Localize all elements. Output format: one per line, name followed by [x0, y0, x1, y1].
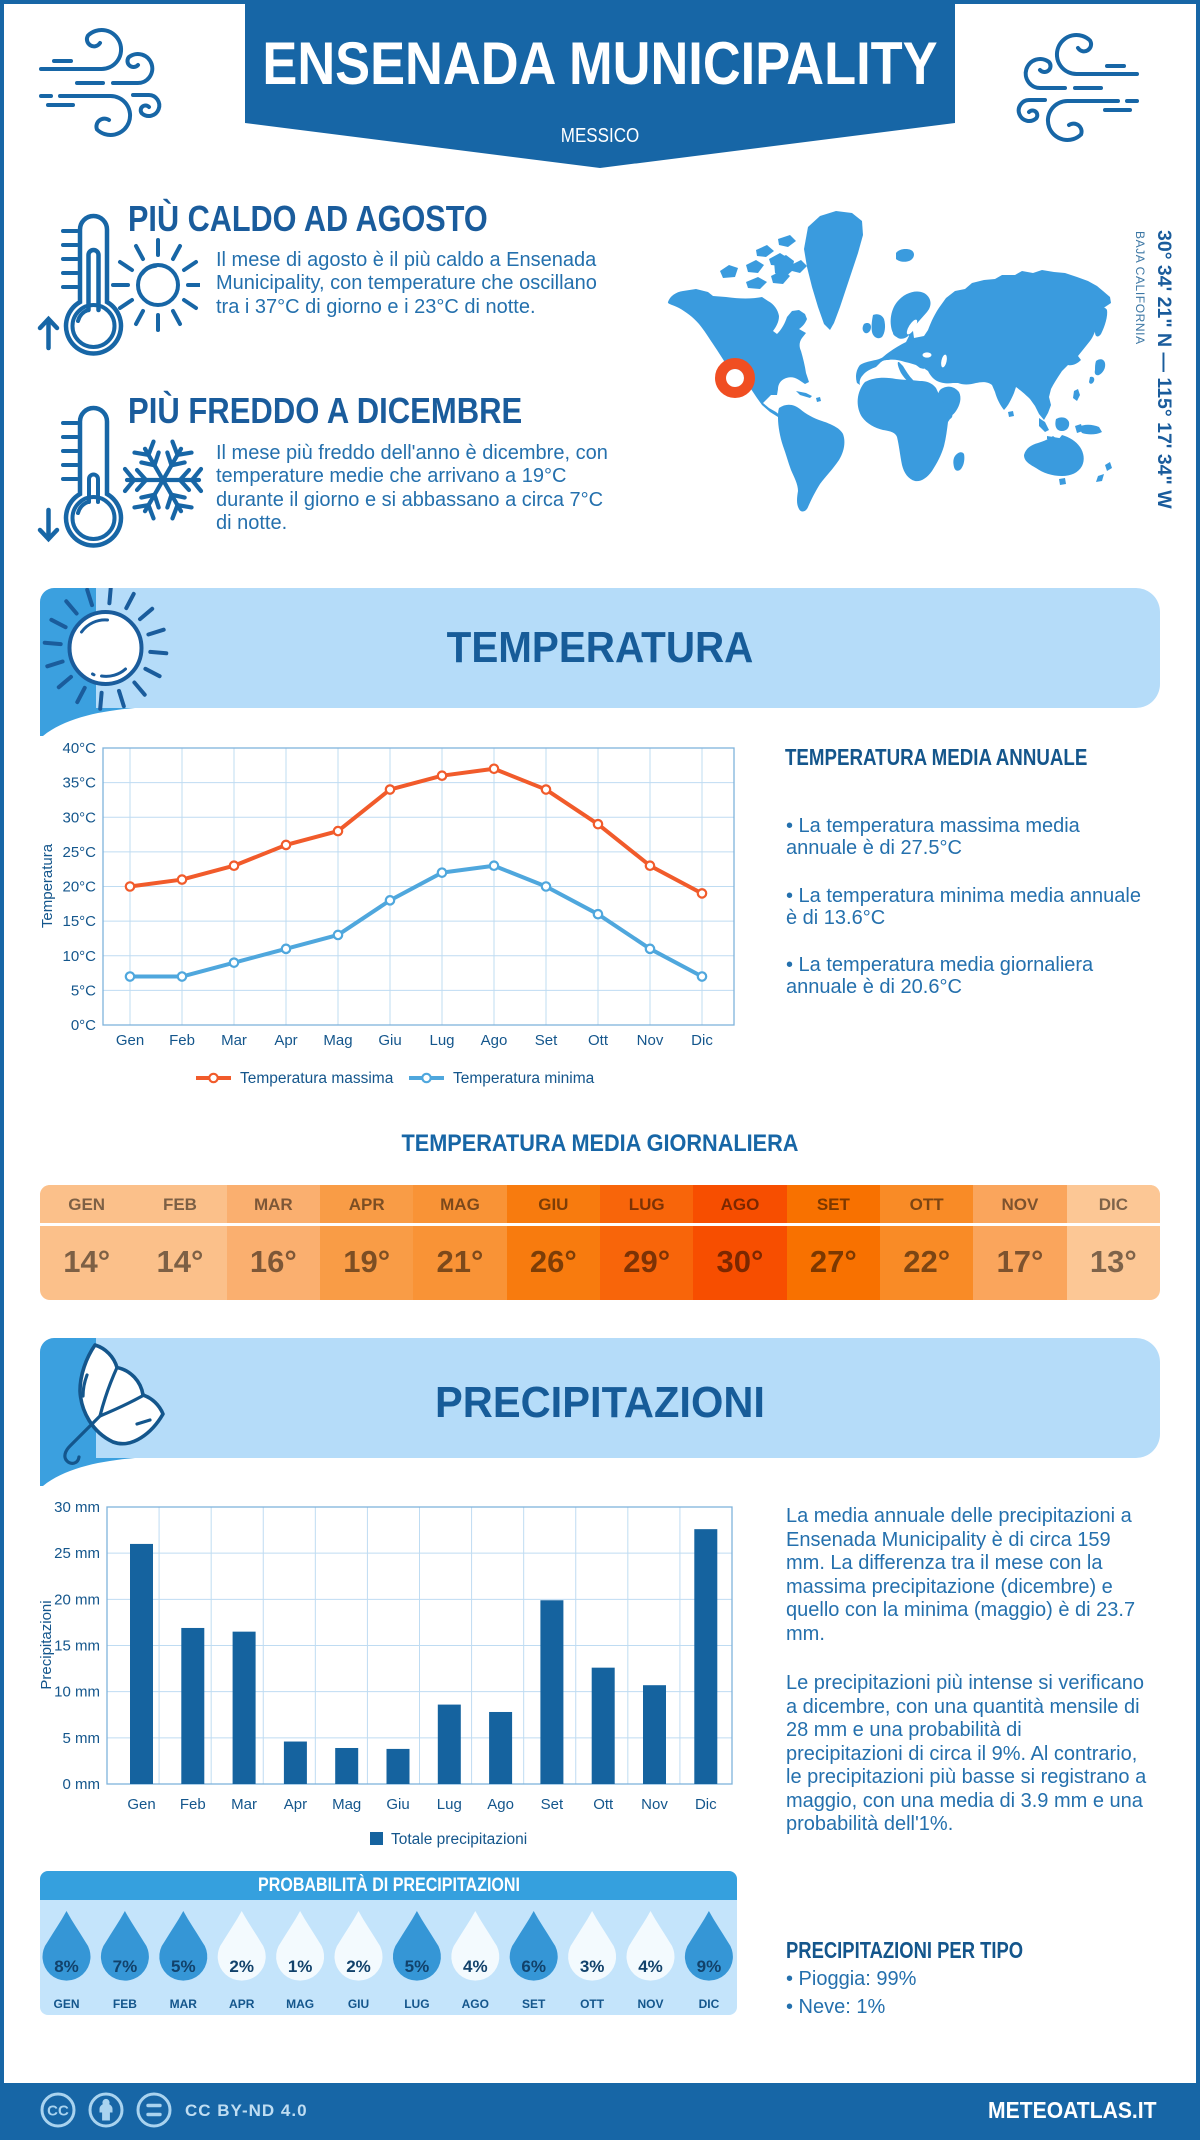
svg-text:Ago: Ago — [481, 1032, 508, 1049]
svg-text:5%: 5% — [405, 1957, 430, 1976]
svg-text:3%: 3% — [580, 1957, 605, 1976]
svg-text:Mag: Mag — [332, 1796, 361, 1813]
svg-text:5°C: 5°C — [71, 982, 96, 999]
svg-text:Apr: Apr — [274, 1032, 297, 1049]
svg-text:AGO: AGO — [462, 1997, 489, 2011]
svg-text:MAG: MAG — [286, 1997, 314, 2011]
svg-text:Nov: Nov — [641, 1796, 668, 1813]
svg-text:Temperatura minima: Temperatura minima — [453, 1070, 595, 1087]
svg-text:Set: Set — [541, 1796, 564, 1813]
svg-text:Dic: Dic — [691, 1032, 713, 1049]
svg-text:7%: 7% — [113, 1957, 138, 1976]
svg-text:5 mm: 5 mm — [63, 1730, 101, 1747]
svg-text:GIU: GIU — [348, 1997, 369, 2011]
svg-text:40°C: 40°C — [62, 740, 96, 757]
svg-text:2%: 2% — [346, 1957, 371, 1976]
svg-text:Ott: Ott — [588, 1032, 609, 1049]
svg-text:Ott: Ott — [593, 1796, 614, 1813]
svg-text:30°C: 30°C — [62, 809, 96, 826]
svg-text:4%: 4% — [463, 1957, 488, 1976]
svg-text:Giu: Giu — [378, 1032, 401, 1049]
svg-text:5%: 5% — [171, 1957, 196, 1976]
svg-text:Mar: Mar — [221, 1032, 247, 1049]
svg-text:20 mm: 20 mm — [54, 1591, 100, 1608]
svg-text:Set: Set — [535, 1032, 558, 1049]
svg-text:25 mm: 25 mm — [54, 1545, 100, 1562]
svg-text:Temperatura massima: Temperatura massima — [240, 1070, 394, 1087]
svg-text:Totale precipitazioni: Totale precipitazioni — [391, 1831, 527, 1848]
svg-text:Feb: Feb — [169, 1032, 195, 1049]
svg-text:Gen: Gen — [116, 1032, 144, 1049]
svg-text:Temperatura: Temperatura — [40, 843, 56, 928]
svg-text:0°C: 0°C — [71, 1017, 96, 1034]
svg-text:DIC: DIC — [699, 1997, 720, 2011]
svg-text:Ago: Ago — [487, 1796, 514, 1813]
svg-text:GEN: GEN — [53, 1997, 79, 2011]
svg-text:Mar: Mar — [231, 1796, 257, 1813]
svg-text:10 mm: 10 mm — [54, 1684, 100, 1701]
svg-text:Apr: Apr — [284, 1796, 307, 1813]
svg-text:CC BY-ND 4.0: CC BY-ND 4.0 — [185, 2101, 308, 2120]
svg-text:FEB: FEB — [113, 1997, 137, 2011]
svg-text:2%: 2% — [229, 1957, 254, 1976]
svg-text:Precipitazioni: Precipitazioni — [40, 1600, 55, 1689]
svg-text:6%: 6% — [521, 1957, 546, 1976]
svg-text:CC: CC — [47, 2103, 69, 2120]
svg-text:Feb: Feb — [180, 1796, 206, 1813]
svg-text:LUG: LUG — [404, 1997, 429, 2011]
svg-text:MAR: MAR — [170, 1997, 198, 2011]
svg-text:APR: APR — [229, 1997, 255, 2011]
svg-text:Lug: Lug — [437, 1796, 462, 1813]
svg-text:OTT: OTT — [580, 1997, 605, 2011]
svg-text:NOV: NOV — [637, 1997, 663, 2011]
svg-text:Nov: Nov — [637, 1032, 664, 1049]
svg-text:20°C: 20°C — [62, 879, 96, 896]
svg-text:Dic: Dic — [695, 1796, 717, 1813]
svg-text:9%: 9% — [697, 1957, 722, 1976]
svg-text:15°C: 15°C — [62, 913, 96, 930]
svg-text:15 mm: 15 mm — [54, 1638, 100, 1655]
svg-text:30 mm: 30 mm — [54, 1499, 100, 1516]
svg-text:SET: SET — [522, 1997, 546, 2011]
svg-text:1%: 1% — [288, 1957, 313, 1976]
svg-text:35°C: 35°C — [62, 775, 96, 792]
svg-text:25°C: 25°C — [62, 844, 96, 861]
svg-text:10°C: 10°C — [62, 948, 96, 965]
svg-text:8%: 8% — [54, 1957, 79, 1976]
svg-text:Lug: Lug — [429, 1032, 454, 1049]
svg-text:4%: 4% — [638, 1957, 663, 1976]
svg-text:Gen: Gen — [127, 1796, 155, 1813]
svg-text:Mag: Mag — [323, 1032, 352, 1049]
svg-text:0 mm: 0 mm — [63, 1776, 101, 1793]
svg-text:Giu: Giu — [386, 1796, 409, 1813]
